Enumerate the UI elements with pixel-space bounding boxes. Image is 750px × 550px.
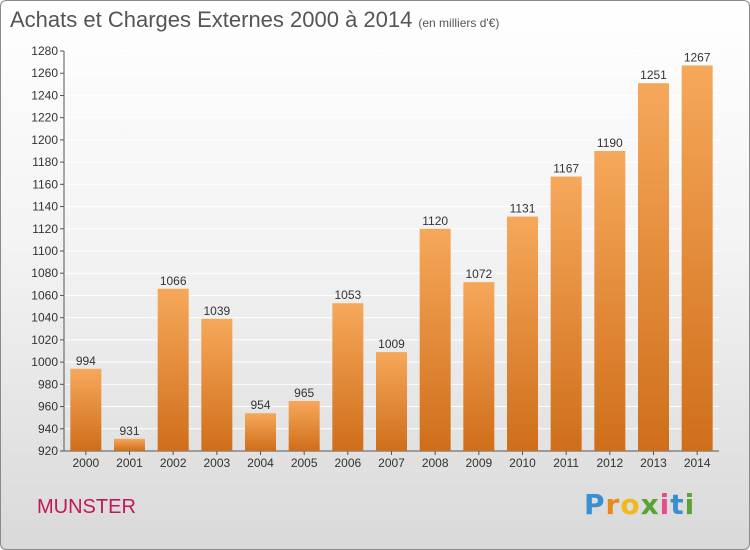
x-tick-label: 2010 — [509, 456, 536, 470]
data-label-2010: 1131 — [510, 202, 536, 216]
data-label-2014: 1267 — [684, 50, 711, 64]
bar-2014 — [681, 65, 713, 451]
bar-2009 — [463, 282, 495, 451]
proxiti-logo: Proxiti — [584, 488, 696, 521]
x-tick-label: 2002 — [160, 456, 187, 470]
y-tick-label: 1160 — [32, 177, 58, 191]
x-tick-label: 2011 — [553, 456, 579, 470]
data-label-2012: 1190 — [597, 136, 623, 150]
bar-2002 — [157, 288, 189, 451]
data-label-2006: 1053 — [334, 288, 361, 302]
data-label-2007: 1009 — [378, 337, 405, 351]
bar-2006 — [332, 303, 364, 451]
bars — [70, 65, 713, 452]
bar-2008 — [419, 228, 451, 451]
y-tick-label: 1180 — [32, 155, 58, 169]
y-tick-label: 1220 — [31, 111, 58, 125]
axes: 920 940 960 980 1000 1020 1040 1060 1080 1100 1120… — [31, 44, 719, 470]
x-tick-label: 2012 — [596, 456, 623, 470]
x-tick-label: 2013 — [640, 456, 667, 470]
y-tick-label: 1240 — [31, 88, 58, 102]
data-label-2009: 1072 — [465, 267, 492, 281]
y-tick-label: 1020 — [31, 333, 58, 347]
bar-2012 — [594, 151, 626, 451]
x-tick-label: 2009 — [465, 456, 492, 470]
data-label-2001: 931 — [119, 424, 139, 438]
bar-2001 — [114, 438, 145, 451]
y-tick-label: 1100 — [32, 244, 58, 258]
y-tick-label: 1140 — [32, 200, 58, 214]
y-tick-label: 1080 — [31, 266, 58, 280]
x-tick-label: 2007 — [378, 456, 405, 470]
bar-2005 — [288, 401, 320, 451]
y-tick-label: 1280 — [31, 44, 58, 58]
data-label-2005: 965 — [294, 386, 314, 400]
y-tick-label: 920 — [38, 444, 58, 458]
data-label-2003: 1039 — [203, 304, 230, 318]
chart-unit: (en milliers d'€) — [418, 16, 500, 30]
y-tick-label: 940 — [38, 422, 58, 436]
x-tick-label: 2003 — [203, 456, 230, 470]
y-tick-label: 1200 — [31, 133, 58, 147]
x-tick-label: 2000 — [72, 456, 99, 470]
bar-2007 — [376, 352, 407, 451]
data-label-2000: 994 — [76, 354, 96, 368]
x-tick-label: 2004 — [247, 456, 274, 470]
bar-2004 — [245, 413, 276, 451]
x-tick-label: 2005 — [291, 456, 318, 470]
data-labels: 994 931 1066 1039 954 965 1053 1009 1120 1072 1131… — [76, 50, 711, 437]
data-label-2013: 1251 — [640, 68, 667, 82]
x-tick-label: 2001 — [116, 456, 143, 470]
chart-title-text: Achats et Charges Externes 2000 à 2014 — [10, 7, 413, 32]
x-tick-label: 2008 — [422, 456, 449, 470]
bar-2010 — [507, 216, 538, 451]
data-label-2004: 954 — [250, 398, 270, 412]
y-tick-label: 1060 — [31, 288, 58, 302]
data-label-2002: 1066 — [160, 274, 187, 288]
y-tick-label: 1260 — [31, 66, 58, 80]
x-tick-label: 2006 — [334, 456, 361, 470]
bar-2003 — [201, 318, 233, 451]
y-tick-label: 1040 — [31, 311, 58, 325]
bar-2011 — [550, 176, 582, 452]
town-name: MUNSTER — [37, 496, 136, 518]
y-tick-label: 1120 — [32, 222, 58, 236]
data-label-2011: 1167 — [553, 162, 579, 176]
x-tick-label: 2014 — [684, 456, 711, 470]
bar-2000 — [70, 368, 102, 451]
y-tick-label: 980 — [38, 377, 58, 391]
chart-title: Achats et Charges Externes 2000 à 2014 (e… — [10, 7, 499, 33]
y-tick-label: 1000 — [31, 355, 58, 369]
data-label-2008: 1120 — [422, 214, 448, 228]
y-tick-label: 960 — [38, 400, 58, 414]
bar-2013 — [638, 83, 669, 451]
